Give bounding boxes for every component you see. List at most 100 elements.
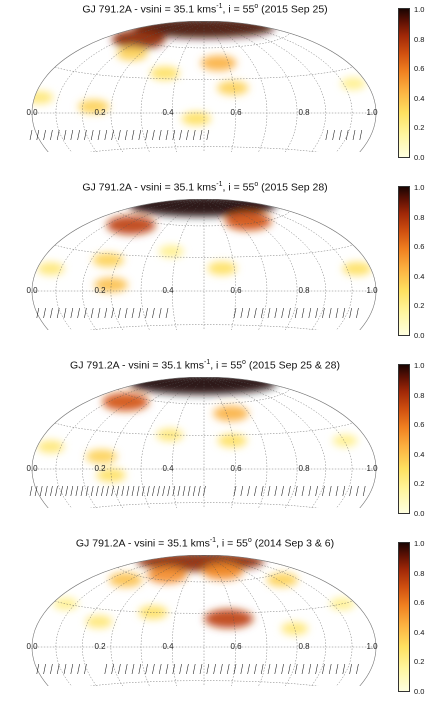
phase-tick-label: 0.6 xyxy=(230,464,242,473)
spot xyxy=(340,77,366,90)
observation-phase-tick xyxy=(111,485,114,497)
observation-phase-tick xyxy=(274,307,278,319)
observation-phase-tick xyxy=(70,307,74,319)
observation-phase-tick xyxy=(158,129,162,141)
observation-phase-tick xyxy=(206,129,210,141)
observation-phase-tick xyxy=(192,663,196,675)
observation-phase-tick xyxy=(247,307,250,319)
observation-phase-tick xyxy=(126,485,130,497)
colorbar-tick-label: 0.0 xyxy=(414,153,425,162)
phase-tick-label: 1.0 xyxy=(366,464,378,473)
observation-phase-tick xyxy=(359,129,363,141)
observation-phase-tick xyxy=(63,307,67,319)
spot xyxy=(217,433,247,448)
observation-phase-tick xyxy=(179,663,182,675)
phase-tick-label: 0.8 xyxy=(298,642,310,651)
observation-phase-tick xyxy=(84,663,87,675)
colorbar-tick-label: 0.6 xyxy=(414,420,425,430)
observation-phase-tick xyxy=(56,307,60,319)
observation-phase-tick xyxy=(131,485,135,497)
observation-phase-tick xyxy=(111,307,114,319)
observation-phase-tick xyxy=(104,663,108,675)
title-main: GJ 791.2A - vsini = 35.1 kms xyxy=(75,537,210,550)
phase-tick-label: 0.0 xyxy=(26,464,38,473)
observation-phase-tick xyxy=(274,663,278,675)
observation-phase-tick xyxy=(70,485,74,497)
observation-phase-tick xyxy=(308,485,312,497)
observation-phase-tick xyxy=(342,307,346,319)
title-date: (2014 Sep 3 & 6) xyxy=(251,537,335,550)
colorbar-tick-label: 0.4 xyxy=(414,271,425,281)
colorbar-tick-label: 0.2 xyxy=(414,657,425,667)
phase-tick-label: 0.6 xyxy=(230,286,242,295)
observation-phase-tick xyxy=(111,663,114,675)
observation-phase-tick xyxy=(345,129,349,141)
observation-phase-tick xyxy=(301,307,305,319)
observation-phase-tick xyxy=(124,663,128,675)
phase-tick-label: 1.0 xyxy=(366,286,378,295)
observation-phase-tick xyxy=(131,307,135,319)
observation-phase-tick xyxy=(101,485,104,497)
observation-phase-tick xyxy=(281,307,284,319)
phase-tick-label: 0.6 xyxy=(230,642,242,651)
observation-phase-tick xyxy=(39,485,43,497)
observation-phase-tick xyxy=(124,129,128,141)
title-unit-superscript: -1 xyxy=(203,359,211,366)
observation-phase-tick xyxy=(187,485,191,497)
observation-phase-tick xyxy=(85,485,89,497)
observation-phase-tick xyxy=(43,129,46,141)
title-unit-superscript: -1 xyxy=(209,537,217,544)
observation-phase-tick xyxy=(192,129,196,141)
spot xyxy=(106,215,156,235)
observation-phase-tick xyxy=(260,663,264,675)
observation-phase-tick xyxy=(315,485,318,497)
observation-phase-tick xyxy=(315,663,318,675)
observation-phase-tick xyxy=(138,663,142,675)
observation-phase-tick xyxy=(165,307,169,319)
phase-tick-label: 0.2 xyxy=(94,642,106,651)
observation-phase-tick xyxy=(172,129,176,141)
observation-phase-tick xyxy=(90,485,94,497)
phase-tick-label: 0.0 xyxy=(26,108,38,117)
colorbar-tick-label: 1.0 xyxy=(414,361,425,370)
observation-phase-tick xyxy=(158,663,162,675)
observation-phase-tick xyxy=(233,663,237,675)
observation-phase-tick xyxy=(172,485,176,497)
observation-phase-tick xyxy=(179,129,182,141)
observation-phase-tick xyxy=(335,663,339,675)
observation-phase-tick xyxy=(138,129,142,141)
observation-phase-tick xyxy=(301,485,305,497)
spot xyxy=(108,572,143,588)
observation-phase-tick xyxy=(96,485,99,497)
observation-phase-tick xyxy=(43,307,46,319)
colorbar-tick-label: 0.0 xyxy=(414,687,425,696)
panel-title: GJ 791.2A - vsini = 35.1 kms-1, i = 55o … xyxy=(30,359,380,372)
observation-phase-tick xyxy=(50,663,53,675)
spot xyxy=(181,111,211,126)
observation-phase-tick xyxy=(63,663,67,675)
title-inclination: , i = 55 xyxy=(216,537,248,550)
observation-phase-tick xyxy=(147,485,150,497)
title-inclination: , i = 55 xyxy=(222,3,255,16)
observation-phase-tick xyxy=(77,129,80,141)
phase-tick-label: 0.0 xyxy=(26,286,38,295)
colorbar-tick-label: 0.2 xyxy=(414,301,425,311)
observation-phase-tick xyxy=(294,663,298,675)
observation-phase-tick xyxy=(294,307,298,319)
phase-tick-label: 0.4 xyxy=(162,642,174,651)
colorbar-tick-label: 0.6 xyxy=(414,64,425,74)
spot xyxy=(94,277,128,293)
surface-map: 0.0 0.2 0.4 0.6 0.8 1.0 xyxy=(26,199,378,330)
observation-phase-tick xyxy=(247,663,250,675)
observation-phase-tick xyxy=(43,663,46,675)
observation-phase-tick xyxy=(118,307,121,319)
observation-phase-tick xyxy=(84,129,87,141)
spot xyxy=(32,90,54,104)
title-date: (2015 Sep 28) xyxy=(258,181,328,194)
spot xyxy=(53,597,79,611)
title-inclination: , i = 55 xyxy=(222,181,255,194)
observation-phase-tick xyxy=(199,663,203,675)
observation-phase-tick xyxy=(145,307,148,319)
panel-title: GJ 791.2A - vsini = 35.1 kms-1, i = 55o … xyxy=(30,181,380,194)
observation-phase-tick xyxy=(131,663,135,675)
